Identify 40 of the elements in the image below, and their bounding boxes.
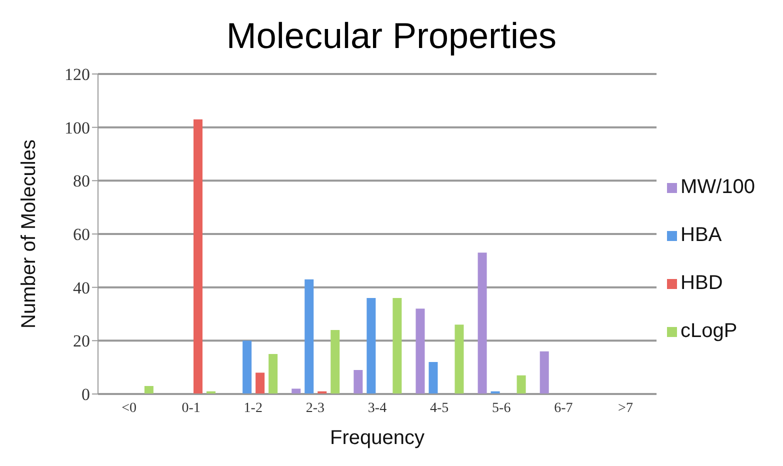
y-tick-label: 100 bbox=[64, 118, 90, 138]
bar bbox=[416, 308, 425, 394]
bar bbox=[366, 298, 376, 394]
bar bbox=[194, 119, 203, 394]
bar bbox=[304, 279, 314, 394]
legend-label: cLogP bbox=[680, 320, 738, 342]
x-tick-label: >7 bbox=[618, 400, 633, 416]
bar bbox=[292, 388, 301, 394]
y-tick-label: 40 bbox=[73, 278, 90, 298]
bar bbox=[428, 362, 438, 394]
x-tick-label: 0-1 bbox=[182, 400, 200, 416]
bar bbox=[540, 351, 549, 394]
y-tick-label: 120 bbox=[64, 65, 90, 84]
y-tick-label: 80 bbox=[73, 172, 90, 191]
bar bbox=[242, 340, 252, 394]
bar bbox=[478, 252, 487, 394]
bar bbox=[392, 298, 402, 394]
bar bbox=[454, 324, 464, 394]
y-tick-label: 60 bbox=[73, 225, 90, 244]
bar bbox=[354, 370, 363, 394]
x-tick-label: 6-7 bbox=[554, 400, 573, 416]
bar bbox=[256, 372, 265, 394]
x-tick-label: 3-4 bbox=[368, 400, 387, 416]
y-axis-title: Number of Molecules bbox=[18, 140, 40, 328]
legend-label: MW/100 bbox=[680, 176, 755, 198]
x-tick-label: 2-3 bbox=[306, 400, 325, 416]
chart-title: Molecular Properties bbox=[225, 14, 558, 58]
legend-label: HBD bbox=[680, 272, 723, 294]
x-axis-title: Frequency bbox=[330, 427, 425, 449]
bar bbox=[144, 386, 154, 394]
y-tick-label: 0 bbox=[82, 385, 90, 404]
x-tick-label: 1-2 bbox=[244, 400, 262, 416]
x-tick-label: 5-6 bbox=[492, 400, 511, 416]
bar bbox=[330, 330, 340, 394]
y-tick-label: 20 bbox=[73, 332, 90, 351]
legend-label: HBA bbox=[680, 224, 722, 246]
x-tick-label: <0 bbox=[122, 400, 136, 416]
bar bbox=[516, 375, 526, 394]
bar bbox=[268, 354, 278, 394]
x-tick-label: 4-5 bbox=[430, 400, 449, 416]
